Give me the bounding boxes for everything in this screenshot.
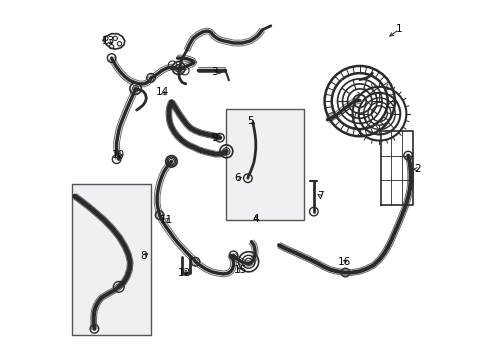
Text: 10: 10: [112, 150, 125, 160]
Bar: [72, 184, 151, 335]
Text: 12: 12: [177, 267, 191, 278]
Bar: [226, 109, 304, 220]
Text: 3: 3: [211, 67, 218, 77]
Text: 15: 15: [234, 265, 247, 275]
Text: 11: 11: [159, 215, 173, 225]
Text: 13: 13: [101, 36, 115, 46]
Text: 1: 1: [396, 24, 402, 35]
Text: 16: 16: [338, 257, 351, 267]
Text: 9: 9: [211, 133, 218, 143]
Text: 5: 5: [247, 116, 254, 126]
Text: 6: 6: [235, 173, 241, 183]
Text: 8: 8: [141, 251, 147, 261]
Text: 2: 2: [414, 164, 420, 174]
Text: 14: 14: [156, 87, 169, 97]
Text: 4: 4: [252, 215, 259, 224]
Text: 7: 7: [317, 191, 323, 201]
